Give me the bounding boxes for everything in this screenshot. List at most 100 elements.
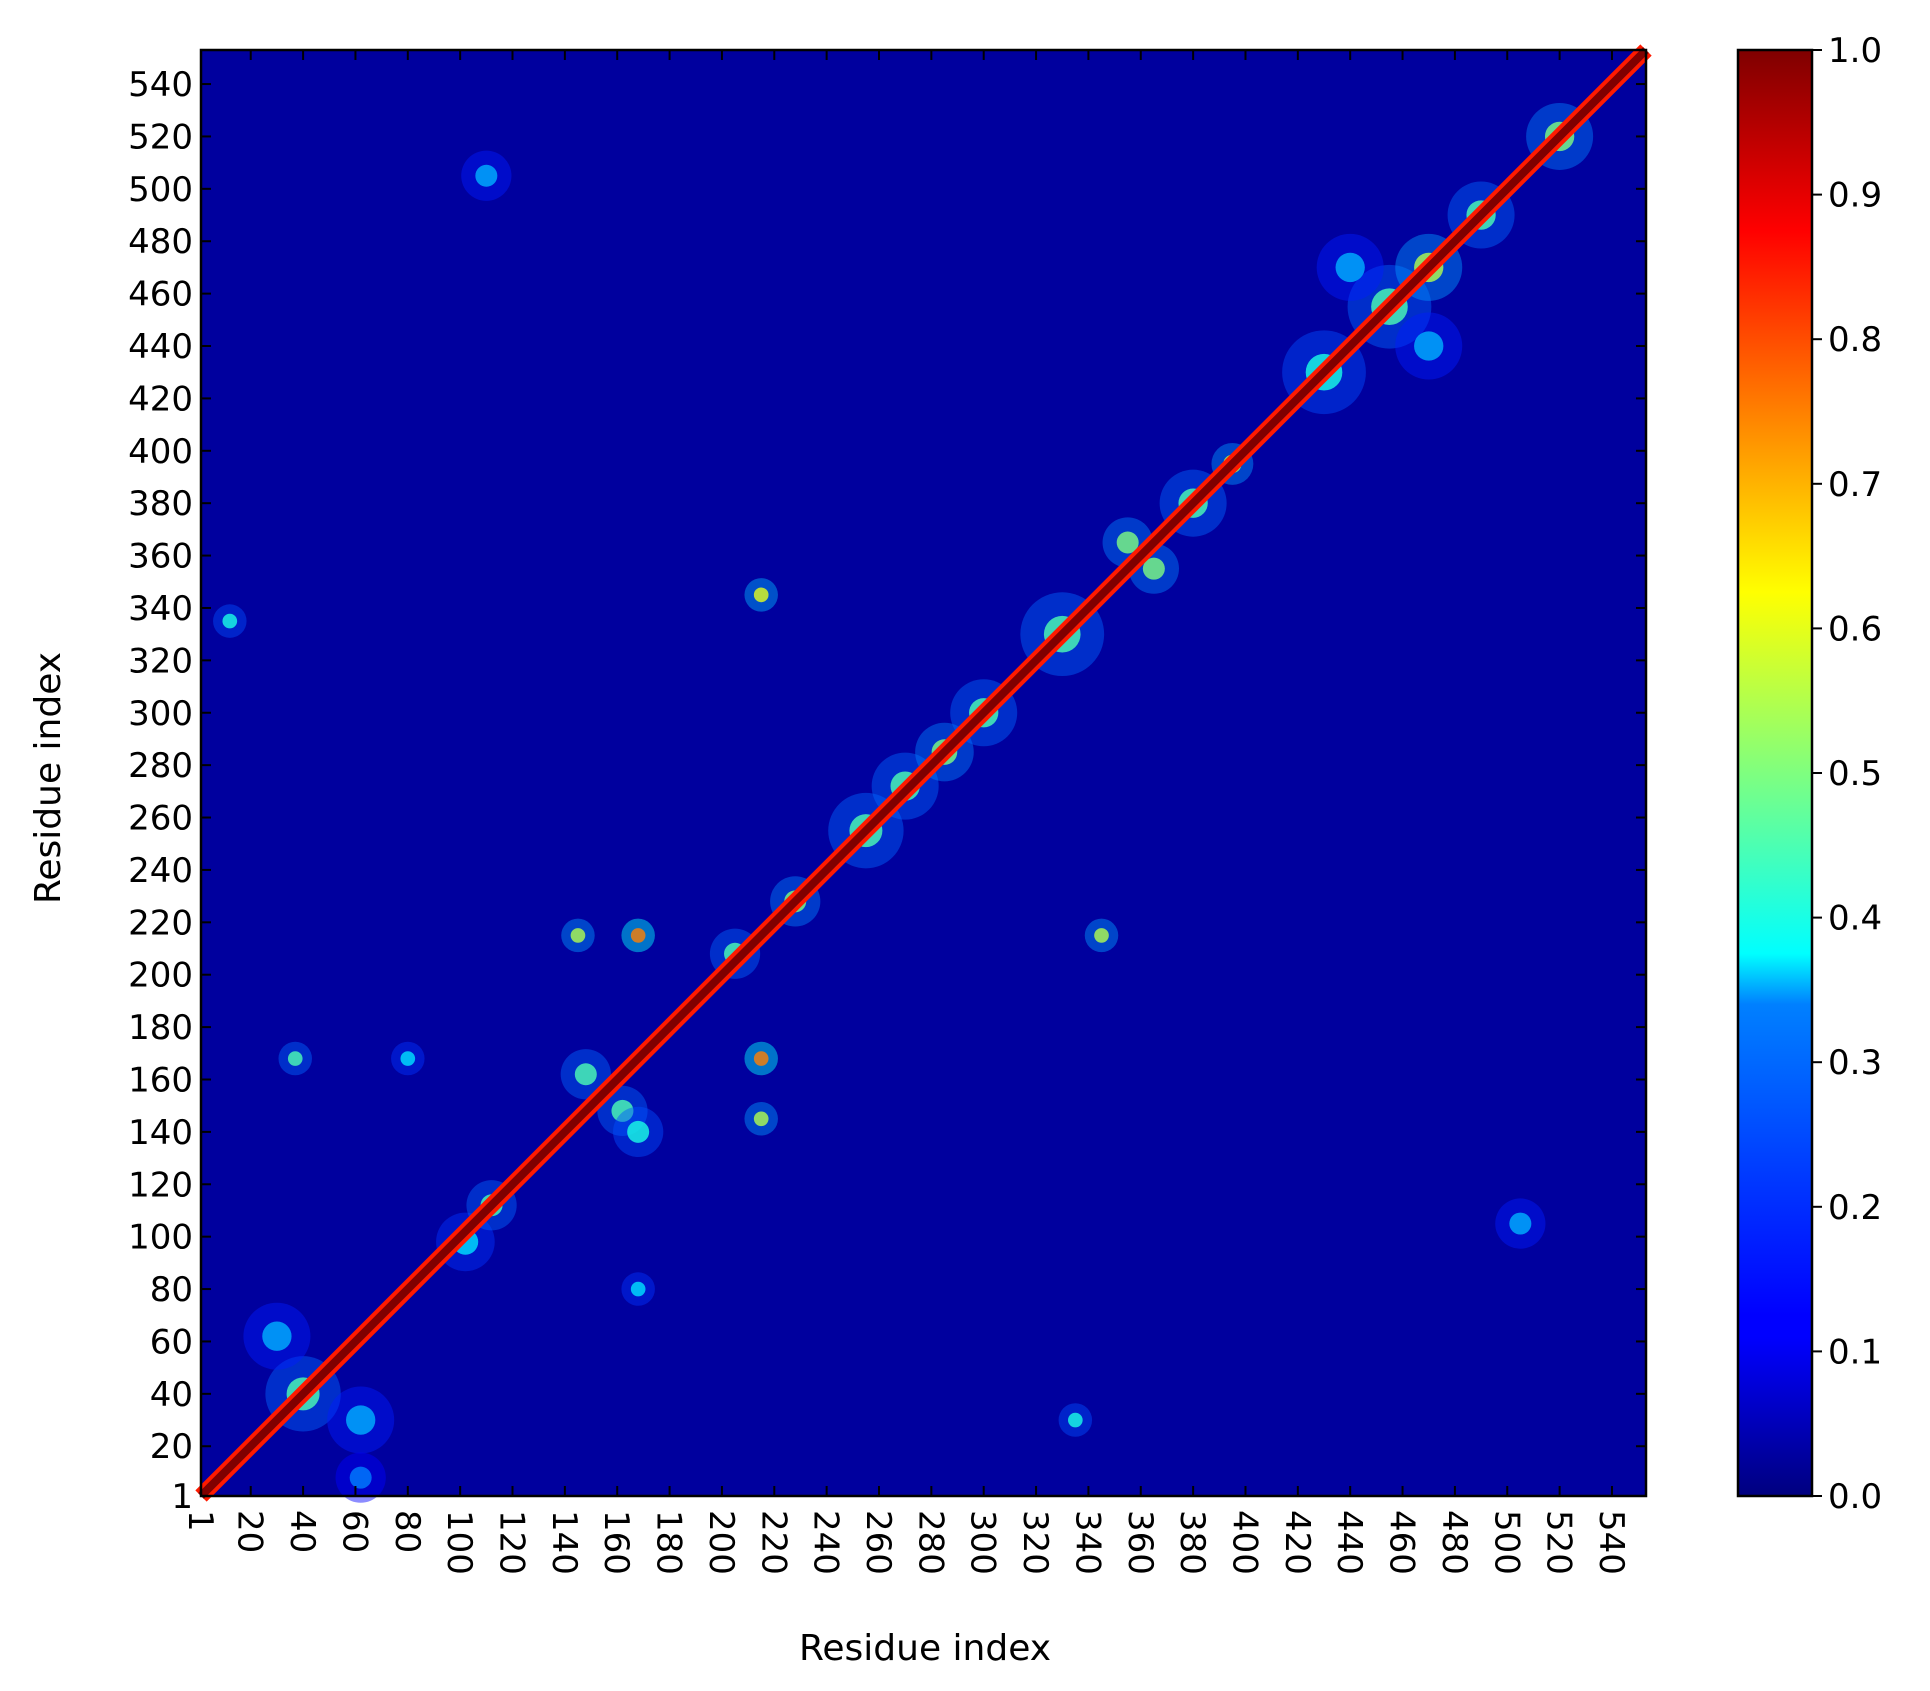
y-axis: 1204060801001201401601802002202402602803…	[128, 65, 1646, 1517]
colorbar-tick-label: 0.2	[1828, 1188, 1882, 1228]
y-tick-label: 40	[150, 1375, 193, 1415]
y-tick-label: 240	[128, 851, 193, 891]
x-tick-label: 20	[230, 1510, 270, 1553]
y-tick-label: 80	[150, 1270, 193, 1310]
x-tick-label: 220	[753, 1510, 793, 1575]
y-tick-label: 380	[128, 484, 193, 524]
colorbar-tick-label: 0.7	[1828, 465, 1882, 505]
y-tick-label: 360	[128, 537, 193, 577]
heatmap-feature	[630, 928, 646, 943]
heatmap-feature	[1142, 557, 1165, 580]
colorbar-tick-label: 0.5	[1828, 754, 1882, 794]
heatmap-feature	[574, 1063, 597, 1086]
x-tick-label: 280	[910, 1510, 950, 1575]
x-tick-label: 500	[1486, 1510, 1526, 1575]
x-tick-label: 340	[1067, 1510, 1107, 1575]
diagonal-line	[198, 47, 1649, 1499]
y-tick-label: 1	[171, 1477, 193, 1517]
y-tick-label: 500	[128, 170, 193, 210]
x-tick-label: 420	[1277, 1510, 1317, 1575]
x-tick-label: 100	[439, 1510, 479, 1575]
heatmap-feature	[1116, 531, 1139, 554]
y-tick-label: 220	[128, 903, 193, 943]
y-tick-label: 200	[128, 956, 193, 996]
y-tick-label: 440	[128, 327, 193, 367]
y-tick-label: 300	[128, 694, 193, 734]
heatmap-feature	[627, 1120, 650, 1143]
x-tick-label: 380	[1172, 1510, 1212, 1575]
heatmap-feature	[611, 1099, 634, 1122]
heatmap-feature	[753, 1051, 769, 1066]
y-tick-label: 420	[128, 379, 193, 419]
y-tick-label: 120	[128, 1165, 193, 1205]
y-tick-label: 520	[128, 117, 193, 157]
x-tick-label: 480	[1434, 1510, 1474, 1575]
x-tick-label: 160	[596, 1510, 636, 1575]
y-tick-label: 180	[128, 1008, 193, 1048]
heatmap-feature	[1335, 252, 1365, 283]
colorbar-tick-label: 0.9	[1828, 176, 1882, 216]
x-tick-label: 1	[180, 1510, 220, 1532]
x-tick-label: 460	[1382, 1510, 1422, 1575]
y-tick-label: 60	[150, 1322, 193, 1362]
heatmap-feature	[400, 1051, 416, 1066]
heatmap-feature	[570, 928, 586, 943]
x-tick-label: 200	[701, 1510, 741, 1575]
x-tick-label: 180	[649, 1510, 689, 1575]
colorbar: 0.0 0.1 0.2 0.3 0.4 0.5 0.6 0.7 0.8 0.9 1.0	[1736, 31, 1882, 1517]
colorbar-tick-label: 0.4	[1828, 899, 1882, 939]
y-tick-label: 340	[128, 589, 193, 629]
y-tick-label: 320	[128, 641, 193, 681]
x-tick-label: 360	[1120, 1510, 1160, 1575]
x-tick-label: 140	[544, 1510, 584, 1575]
colorbar-tick-label: 0.1	[1828, 1332, 1882, 1372]
colorbar-tick-label: 0.6	[1828, 609, 1882, 649]
y-tick-label: 540	[128, 65, 193, 105]
y-tick-label: 480	[128, 222, 193, 262]
x-tick-label: 40	[282, 1510, 322, 1553]
x-tick-label: 540	[1591, 1510, 1631, 1575]
heatmap-feature	[346, 1405, 376, 1435]
x-tick-label: 300	[963, 1510, 1003, 1575]
colorbar-tick-label: 1.0	[1828, 31, 1882, 71]
x-tick-label: 60	[334, 1510, 374, 1553]
y-tick-label: 460	[128, 275, 193, 315]
x-tick-label: 320	[1015, 1510, 1055, 1575]
colorbar-tick-label: 0.3	[1828, 1043, 1882, 1083]
colorbar-tick-label: 0.8	[1828, 320, 1882, 360]
heatmap-feature	[630, 1281, 646, 1297]
heatmap-feature	[1094, 928, 1109, 943]
heatmap-feature	[753, 1111, 769, 1127]
heatmap-feature	[1509, 1212, 1532, 1235]
y-tick-label: 160	[128, 1060, 193, 1100]
x-tick-label: 400	[1224, 1510, 1264, 1575]
y-tick-label: 20	[150, 1427, 193, 1467]
heatmap-feature	[1414, 331, 1444, 361]
y-tick-label: 400	[128, 432, 193, 472]
x-axis-label: Residue index	[799, 1628, 1051, 1669]
y-tick-label: 280	[128, 746, 193, 786]
y-axis-label: Residue index	[28, 652, 69, 904]
heatmap-feature	[287, 1051, 303, 1066]
colorbar-ticks: 0.0 0.1 0.2 0.3 0.4 0.5 0.6 0.7 0.8 0.9 1.0	[1812, 31, 1882, 1517]
x-tick-label: 80	[387, 1510, 427, 1553]
heatmap-feature	[475, 164, 498, 187]
colorbar-tick-label: 0.0	[1828, 1477, 1882, 1517]
heatmap-feature	[349, 1466, 372, 1489]
plot-frame	[199, 48, 1648, 1498]
heatmap-feature	[753, 587, 769, 603]
heatmap-feature	[222, 613, 238, 629]
heatmap-feature	[1068, 1412, 1083, 1428]
x-tick-label: 240	[806, 1510, 846, 1575]
x-tick-label: 520	[1539, 1510, 1579, 1575]
heatmap-feature	[262, 1321, 292, 1351]
colorbar-gradient	[1736, 48, 1814, 1498]
x-tick-label: 260	[858, 1510, 898, 1575]
heatmap-plot-area	[195, 44, 1652, 1503]
x-axis: 1 20 40 60 80 100 120 140 160 180 200 220 240 260 280 3…	[180, 50, 1631, 1575]
y-tick-label: 100	[128, 1218, 193, 1258]
x-tick-label: 440	[1329, 1510, 1369, 1575]
y-tick-label: 260	[128, 799, 193, 839]
x-tick-label: 120	[492, 1510, 532, 1575]
